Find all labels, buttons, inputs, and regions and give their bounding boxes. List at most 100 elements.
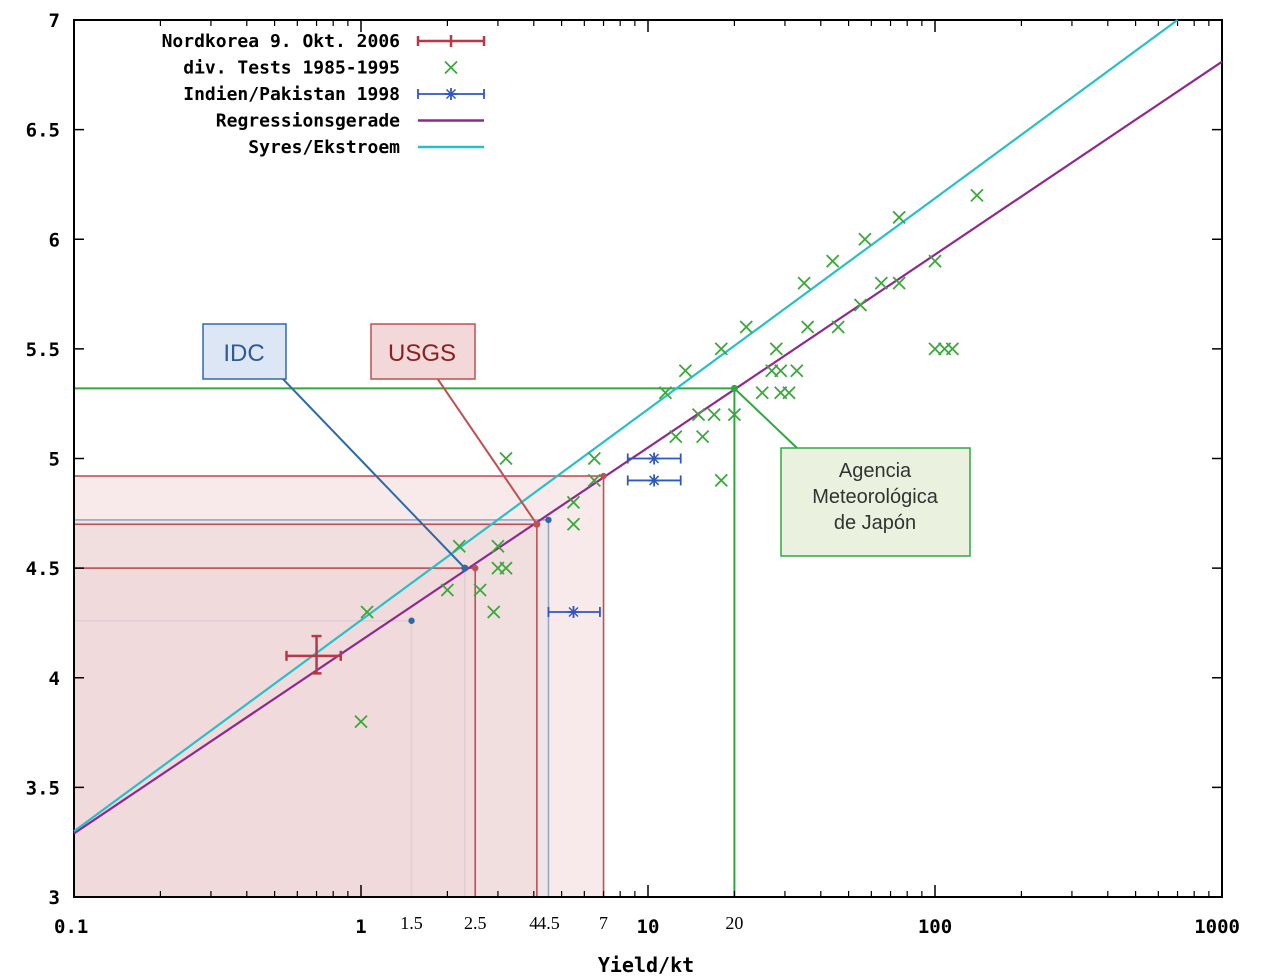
test-point <box>566 495 581 509</box>
callout-box <box>370 323 476 380</box>
y-tick-label: 5.5 <box>26 339 60 361</box>
star-marker <box>567 605 580 618</box>
data-points <box>285 188 984 729</box>
x-stroke <box>695 429 710 444</box>
callout-box <box>202 323 287 380</box>
test-point <box>755 386 769 400</box>
test-point <box>487 605 501 619</box>
test-point <box>727 408 742 422</box>
callout-connector <box>281 377 466 569</box>
range-dot <box>545 516 552 524</box>
x-stroke <box>452 539 466 553</box>
y-tick-label: 6 <box>49 229 60 251</box>
test-point <box>658 386 673 400</box>
range-dot <box>461 564 469 572</box>
x-stroke <box>587 473 601 488</box>
x-stroke <box>769 342 783 356</box>
test-point <box>874 276 888 290</box>
annotation-regions <box>73 387 736 898</box>
callout-label: USGS <box>388 340 456 367</box>
test-point <box>945 342 960 356</box>
legend-label: Syres/Ekstroem <box>248 137 400 158</box>
legend-label: Indien/Pakistan 1998 <box>183 84 400 105</box>
test-point <box>691 408 706 422</box>
x-stroke <box>678 364 693 378</box>
range-dot <box>600 472 607 480</box>
y-tick-label: 3.5 <box>26 777 60 799</box>
x-stroke <box>928 342 942 356</box>
callout-connector <box>436 377 538 525</box>
range-dot <box>408 617 415 624</box>
x-stroke <box>360 605 374 619</box>
y-tick-label: 4.5 <box>26 558 60 580</box>
x-stroke <box>587 451 601 466</box>
indien-pakistan-point <box>626 474 682 487</box>
test-point <box>714 473 728 488</box>
x-stroke <box>566 517 581 531</box>
callout-connector <box>733 387 798 449</box>
x-marker-label: 7 <box>599 913 608 933</box>
x-stroke <box>945 342 960 356</box>
star-stroke <box>568 606 579 618</box>
test-point <box>853 298 868 312</box>
callout-label: Agencia <box>839 460 912 482</box>
x-stroke <box>487 605 501 619</box>
x-stroke <box>707 408 721 422</box>
x-marker-label: 4 <box>529 913 538 933</box>
legend-label: div. Tests 1985-1995 <box>183 58 400 79</box>
x-stroke <box>499 451 513 466</box>
legend-entry: Indien/Pakistan 1998 <box>183 84 485 105</box>
test-point <box>928 342 942 356</box>
x-stroke <box>853 298 868 312</box>
x-marker-label: 1.5 <box>400 913 423 933</box>
test-point <box>769 342 783 356</box>
line-syres-ekstroem <box>73 19 1179 833</box>
x-tick-label: 0.1 <box>54 916 88 938</box>
callout-label: Meteorológica <box>812 486 939 508</box>
test-point <box>858 232 872 246</box>
test-point <box>587 473 601 488</box>
test-point <box>440 583 455 597</box>
test-point <box>587 451 601 466</box>
test-point <box>790 364 804 378</box>
y-tick-label: 7 <box>49 10 60 32</box>
legend-entry: div. Tests 1985-1995 <box>183 58 458 79</box>
test-point <box>707 408 721 422</box>
range-dot <box>533 521 541 528</box>
star-stroke <box>445 88 457 100</box>
x-stroke <box>691 408 706 422</box>
x-stroke <box>473 583 487 597</box>
test-point <box>892 210 906 224</box>
star-marker <box>648 452 661 465</box>
x-tick-label: 10 <box>637 916 660 938</box>
y-tick-label: 6.5 <box>26 120 60 142</box>
x-stroke <box>714 473 728 488</box>
x-stroke <box>714 342 728 356</box>
legend-star-sample <box>445 88 457 100</box>
y-tick-label: 5 <box>49 449 60 471</box>
test-point <box>928 254 942 268</box>
x-marker-label: 20 <box>725 913 743 933</box>
indien-pakistan-point <box>626 452 682 465</box>
test-point <box>491 539 505 553</box>
x-stroke <box>739 320 753 334</box>
star-stroke <box>649 453 660 464</box>
test-point <box>892 276 906 290</box>
test-point <box>473 583 487 597</box>
test-point <box>499 561 513 575</box>
x-axis-label: Yield/kt <box>598 953 694 977</box>
x-stroke <box>774 364 788 378</box>
callout-idc: IDC <box>202 323 552 624</box>
x-tick-label: 100 <box>918 916 952 938</box>
star-marker <box>648 474 661 487</box>
legend-label: Regressionsgerade <box>216 111 400 132</box>
indien-pakistan-point <box>547 605 601 618</box>
legend-label: Nordkorea 9. Okt. 2006 <box>162 31 400 52</box>
test-point <box>774 364 788 378</box>
x-stroke <box>892 210 906 224</box>
legend-x-sample <box>444 60 458 75</box>
annotation-callouts: IDC USGS Agencia Meteorológica de Japón <box>202 323 971 624</box>
y-tick-label: 4 <box>49 668 60 690</box>
